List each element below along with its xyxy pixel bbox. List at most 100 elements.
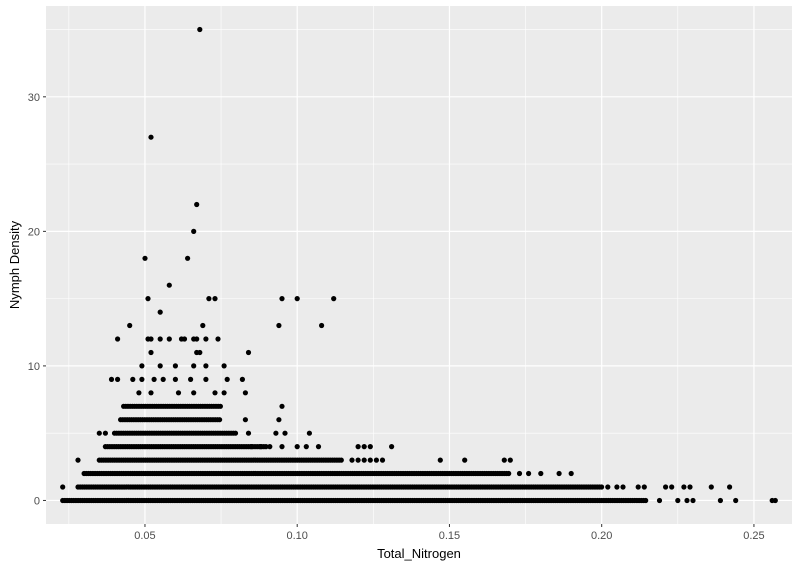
data-point xyxy=(157,363,163,369)
data-point xyxy=(148,134,154,140)
data-point xyxy=(242,390,248,396)
data-point xyxy=(203,336,209,342)
data-point xyxy=(279,403,285,409)
data-point xyxy=(635,484,641,490)
data-point xyxy=(127,322,133,329)
data-point xyxy=(215,336,221,342)
data-point xyxy=(538,470,544,477)
data-point xyxy=(568,470,574,477)
data-point xyxy=(599,484,605,490)
data-point xyxy=(331,296,337,302)
data-point xyxy=(181,336,188,342)
data-point xyxy=(507,457,513,463)
data-point xyxy=(349,457,355,463)
data-point xyxy=(136,390,142,396)
data-point xyxy=(96,430,102,436)
data-point xyxy=(239,376,245,382)
data-point xyxy=(188,376,194,382)
data-point xyxy=(267,444,273,450)
data-point xyxy=(669,484,675,490)
data-point xyxy=(556,470,562,477)
data-point xyxy=(708,484,714,490)
data-point xyxy=(379,457,386,463)
data-point xyxy=(197,26,203,33)
data-point xyxy=(130,376,136,382)
data-point xyxy=(663,484,669,490)
data-point xyxy=(687,484,693,490)
data-point xyxy=(191,363,197,369)
data-point xyxy=(294,444,300,450)
data-point xyxy=(191,228,197,234)
data-point xyxy=(148,336,154,342)
data-point xyxy=(232,430,239,436)
y-tick-label: 0 xyxy=(34,495,40,507)
data-point xyxy=(643,497,649,504)
data-point xyxy=(148,349,154,356)
data-point xyxy=(717,497,724,504)
data-point xyxy=(361,444,367,450)
data-point xyxy=(675,497,681,504)
data-point xyxy=(115,376,121,382)
data-point xyxy=(319,322,325,329)
data-point xyxy=(656,497,663,504)
x-axis: 0.05 0.10 0.15 0.20 0.25 xyxy=(134,524,765,542)
y-tick-label: 30 xyxy=(28,92,40,104)
y-axis-title: Nymph Density xyxy=(7,220,22,309)
data-point xyxy=(108,376,115,382)
data-point xyxy=(733,497,739,504)
data-point xyxy=(200,322,206,329)
data-point xyxy=(506,470,512,477)
data-point xyxy=(206,296,212,302)
data-point xyxy=(212,390,218,396)
data-point xyxy=(605,484,611,490)
data-point xyxy=(248,444,255,450)
data-point xyxy=(145,296,151,302)
data-point xyxy=(437,457,443,463)
data-point xyxy=(148,390,154,396)
data-point xyxy=(217,417,223,423)
data-point xyxy=(361,457,367,463)
data-point xyxy=(175,390,182,396)
data-point xyxy=(462,457,468,463)
data-point xyxy=(276,322,282,329)
data-point xyxy=(516,470,523,477)
data-point xyxy=(389,444,395,450)
y-tick-label: 20 xyxy=(28,226,40,238)
data-point xyxy=(294,296,300,302)
data-point xyxy=(115,336,121,342)
data-point xyxy=(276,417,282,423)
data-point xyxy=(681,484,687,490)
data-point xyxy=(641,484,647,490)
x-tick-label: 0.25 xyxy=(743,530,764,542)
data-point xyxy=(60,484,66,490)
data-point xyxy=(315,444,322,450)
data-point xyxy=(282,430,288,436)
x-tick-label: 0.10 xyxy=(286,530,307,542)
x-tick-label: 0.20 xyxy=(591,530,612,542)
data-point xyxy=(772,497,778,504)
x-tick-label: 0.05 xyxy=(134,530,155,542)
y-tick-label: 10 xyxy=(28,361,40,373)
data-point xyxy=(306,430,312,436)
data-point xyxy=(75,457,81,463)
data-point xyxy=(172,363,178,369)
data-point xyxy=(620,484,626,490)
data-point xyxy=(212,296,218,302)
x-tick-label: 0.15 xyxy=(439,530,460,542)
data-point xyxy=(166,282,172,288)
data-point xyxy=(614,484,620,490)
data-point xyxy=(273,430,279,436)
data-point xyxy=(526,470,532,477)
data-point xyxy=(166,336,172,342)
data-point xyxy=(245,349,252,356)
data-point xyxy=(242,417,248,423)
data-point xyxy=(185,255,191,261)
data-point xyxy=(684,497,690,504)
data-point xyxy=(303,444,309,450)
plot-panel xyxy=(46,6,792,524)
data-point xyxy=(203,376,209,382)
data-point xyxy=(194,201,200,208)
data-point xyxy=(279,444,285,450)
data-point xyxy=(338,457,344,463)
